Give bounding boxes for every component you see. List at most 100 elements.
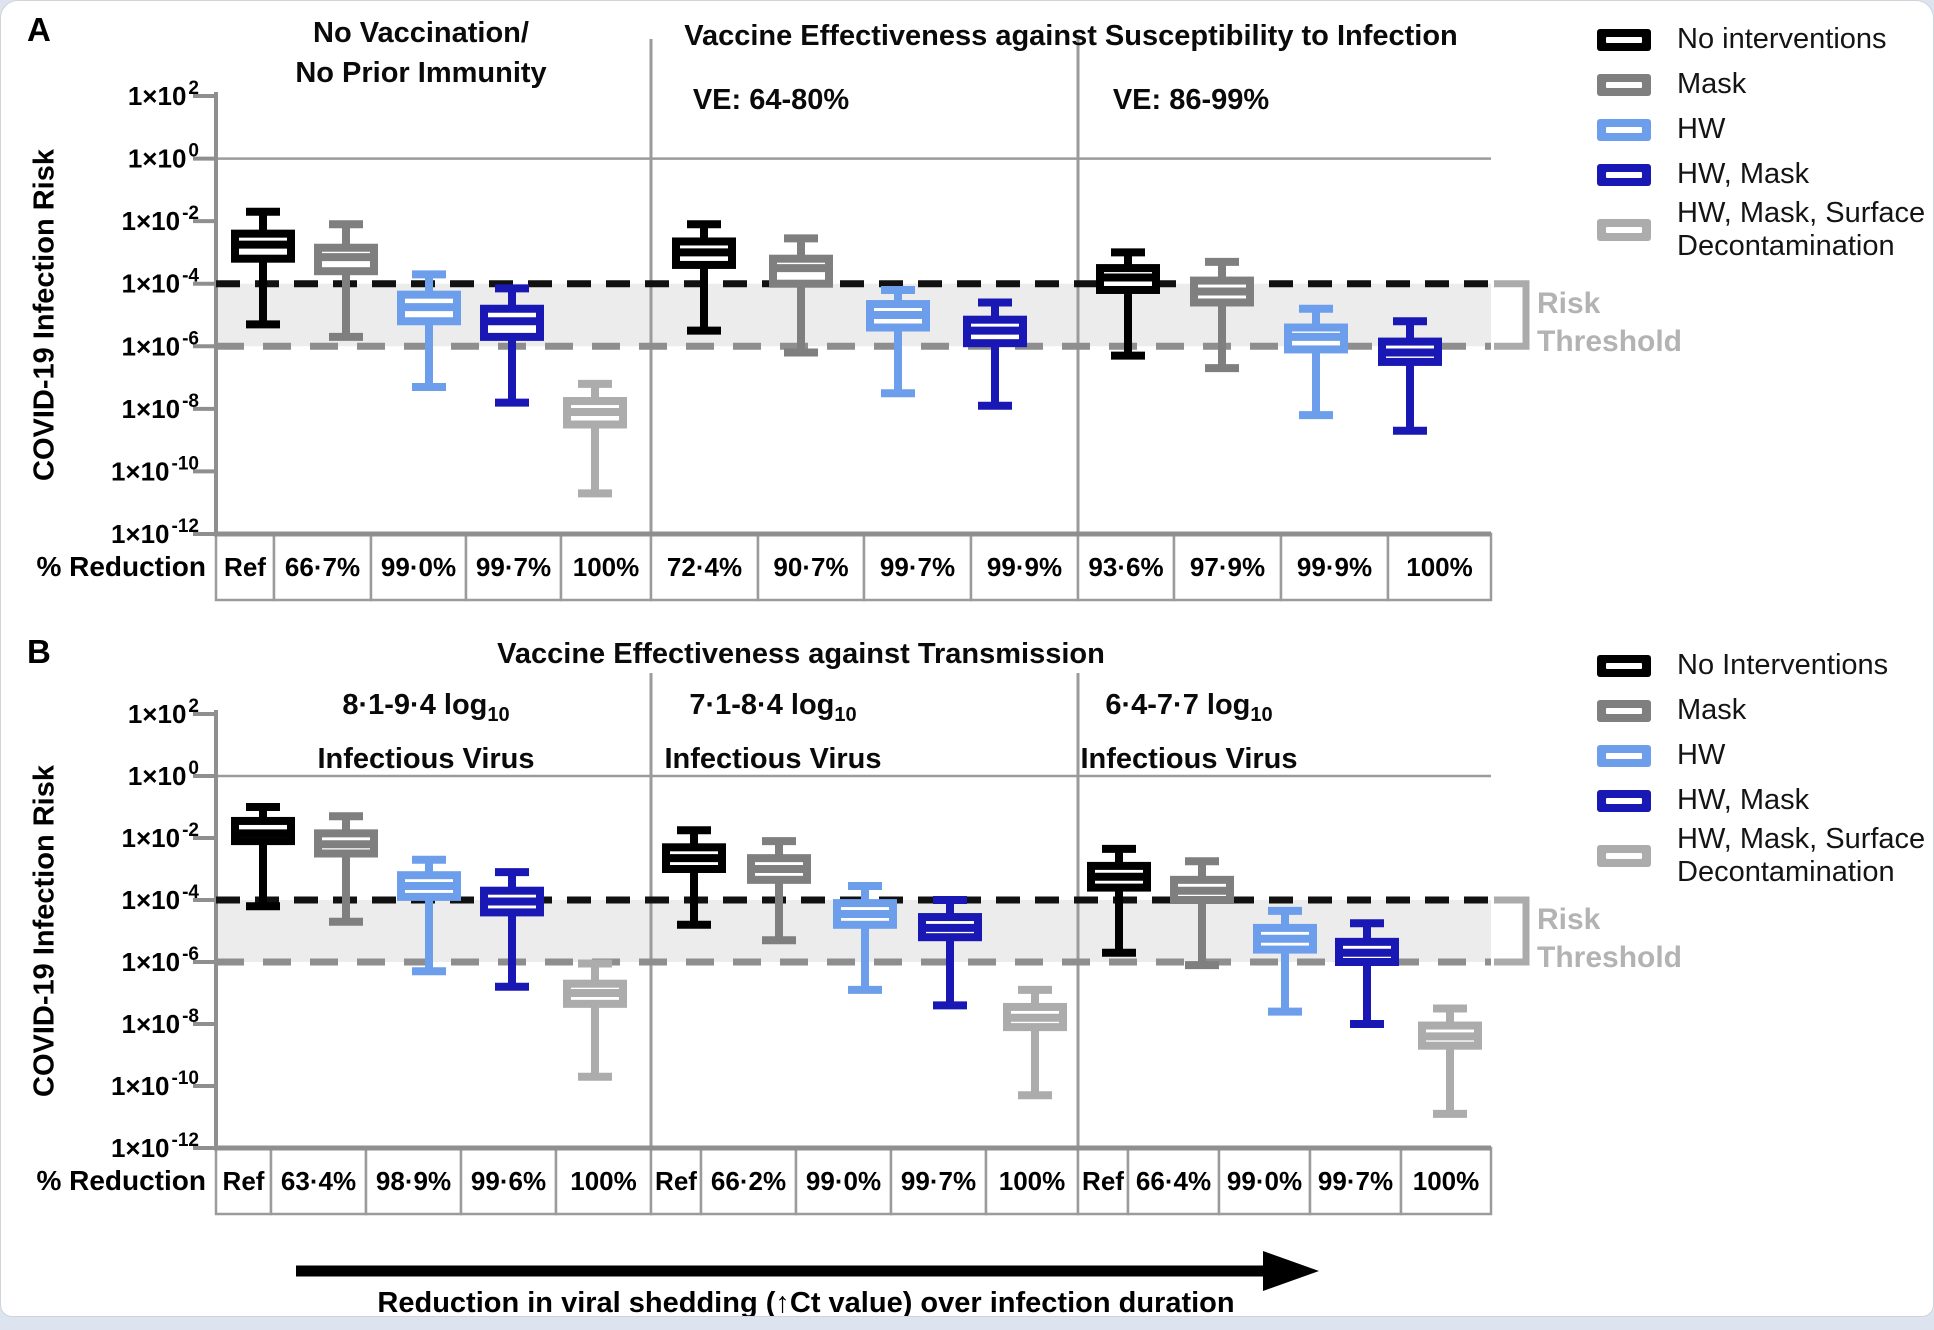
- legend-item-label: HW, Mask, Surface Decontamination: [1677, 823, 1926, 888]
- legend-item: HW, Mask: [1597, 778, 1933, 823]
- legend-item-label: Mask: [1677, 694, 1747, 726]
- reduction-value: 99·7%: [1318, 1166, 1393, 1196]
- y-tick-label: 1×10 -2: [122, 203, 199, 236]
- legend-item: HW, Mask, Surface Decontamination: [1597, 197, 1933, 263]
- y-tick-label: 1×10 0: [128, 141, 199, 174]
- y-tick-label: 1×10 -4: [122, 882, 200, 915]
- boxplot-swatch-icon: [1597, 699, 1651, 722]
- legend-item-label: HW, Mask: [1677, 158, 1810, 190]
- y-tick-label: 1×10 -6: [122, 944, 199, 977]
- panel-b-plot: 1×10 2 1×10 0 1×10 -2 1×10 -4 1×10 -6 1×10 -8 1×10 -1…: [36, 673, 1530, 1216]
- panel-b-group1-header: 8·1-9·4 log10 Infectious Virus: [317, 689, 535, 775]
- panel-a-group3-header: VE: 86-99%: [1112, 84, 1270, 116]
- y-tick-label: 1×10 -12: [111, 1130, 199, 1163]
- legend-item-label: HW, Mask, Surface Decontamination: [1677, 197, 1926, 262]
- boxplot-swatch-icon: [1597, 654, 1651, 677]
- reduction-row-label: % Reduction: [36, 551, 206, 582]
- legend-item-label: HW: [1677, 739, 1726, 771]
- reduction-value: 66·7%: [285, 552, 360, 582]
- box-plot: [1087, 844, 1151, 957]
- panel-b-group2-header: 7·1-8·4 log10 Infectious Virus: [664, 689, 882, 775]
- reduction-value: Ref: [224, 552, 266, 582]
- y-tick-label: 1×10 -4: [122, 266, 200, 299]
- risk-threshold-bracket: [1494, 280, 1530, 350]
- boxplot-swatch-icon: [1597, 73, 1651, 96]
- legend-item: Mask: [1597, 62, 1933, 107]
- box-plot: [1335, 919, 1399, 1028]
- panel-a-y-axis-title: COVID-19 Infection Risk: [28, 149, 61, 481]
- box-plot: [1418, 1004, 1482, 1118]
- box-plot: [397, 270, 461, 391]
- panel-b-group3-header: 6·4-7·7 log10 Infectious Virus: [1080, 689, 1298, 775]
- reduction-value: 72·4%: [667, 552, 742, 582]
- legend-item-label: HW: [1677, 113, 1726, 145]
- reduction-value: 100%: [570, 1166, 637, 1196]
- box-plot: [1170, 857, 1234, 970]
- y-tick-label: 1×10 -8: [122, 391, 199, 424]
- legend-item-label: HW, Mask: [1677, 784, 1810, 816]
- panel-a-risk-threshold-label: Risk Threshold: [1537, 287, 1683, 358]
- boxplot-swatch-icon: [1597, 789, 1651, 812]
- y-tick-label: 1×10 -2: [122, 820, 199, 853]
- reduction-value: 99·7%: [901, 1166, 976, 1196]
- legend-item-label: Mask: [1677, 68, 1747, 100]
- box-plot: [1096, 248, 1160, 360]
- reduction-value: 100%: [573, 552, 640, 582]
- box-plot: [963, 298, 1027, 410]
- boxplot-swatch-icon: [1597, 219, 1651, 241]
- reduction-value: 99·6%: [471, 1166, 546, 1196]
- box-plot: [563, 379, 627, 498]
- panel-a-plot: 1×10 2 1×10 0 1×10 -2 1×10 -4 1×10 -6 1×10 -8 1×10 -1…: [36, 39, 1530, 602]
- y-tick-label: 1×10 -8: [122, 1006, 199, 1039]
- reduction-table: Ref 63·4% 98·9% 99·6% 100% Ref 66·2% 99·0% 99·7%…: [36, 1145, 1493, 1216]
- box-plot: [672, 220, 736, 335]
- panel-a-group1-header-line2: No Prior Immunity: [295, 57, 547, 89]
- reduction-value: 99·0%: [1227, 1166, 1302, 1196]
- x-axis-caption: Reduction in viral shedding (↑Ct value) …: [377, 1287, 1235, 1317]
- reduction-value: 66·4%: [1136, 1166, 1211, 1196]
- reduction-value: 99·0%: [381, 552, 456, 582]
- reduction-value: 99·9%: [987, 552, 1062, 582]
- legend-item-label: No Interventions: [1677, 649, 1889, 681]
- reduction-value: 99·7%: [880, 552, 955, 582]
- reduction-value: 90·7%: [773, 552, 848, 582]
- box-plot: [231, 803, 295, 911]
- reduction-value: 63·4%: [281, 1166, 356, 1196]
- legend-item: Mask: [1597, 688, 1933, 733]
- reduction-value: 100%: [999, 1166, 1066, 1196]
- box-plot: [480, 284, 544, 407]
- reduction-value: 93·6%: [1088, 552, 1163, 582]
- legend-item: HW, Mask, Surface Decontamination: [1597, 823, 1933, 889]
- reduction-value: Ref: [223, 1166, 265, 1196]
- y-tick-label: 1×10 2: [128, 78, 199, 111]
- boxplot-swatch-icon: [1597, 744, 1651, 767]
- reduction-value: 66·2%: [711, 1166, 786, 1196]
- box-plot: [769, 234, 833, 357]
- box-plot: [833, 882, 897, 994]
- panel-b-main-title: Vaccine Effectiveness against Transmissi…: [497, 638, 1105, 670]
- y-tick-label: 1×10 2: [128, 696, 199, 729]
- box-plot: [563, 959, 627, 1081]
- panel-b-risk-threshold-label: Risk Threshold: [1537, 903, 1683, 974]
- boxplot-swatch-icon: [1597, 845, 1651, 867]
- panel-b-label: B: [27, 633, 51, 670]
- x-axis-arrow: [296, 1251, 1319, 1291]
- panel-a-label: A: [27, 11, 51, 48]
- box-plot: [397, 855, 461, 976]
- reduction-value: 97·9%: [1190, 552, 1265, 582]
- reduction-value: 100%: [1413, 1166, 1480, 1196]
- y-tick-label: 1×10 -10: [111, 1068, 199, 1101]
- panel-b-y-axis-title: COVID-19 Infection Risk: [28, 765, 61, 1097]
- reduction-value: 98·9%: [376, 1166, 451, 1196]
- y-tick-label: 1×10 -12: [111, 516, 199, 549]
- box-plot: [662, 826, 726, 929]
- box-plot: [866, 285, 930, 398]
- reduction-value: 100%: [1406, 552, 1473, 582]
- box-plot: [747, 837, 811, 945]
- reduction-value: Ref: [1082, 1166, 1124, 1196]
- legend-item-label: No interventions: [1677, 23, 1887, 55]
- risk-threshold-bracket: [1494, 896, 1530, 966]
- box-plot: [1253, 906, 1317, 1016]
